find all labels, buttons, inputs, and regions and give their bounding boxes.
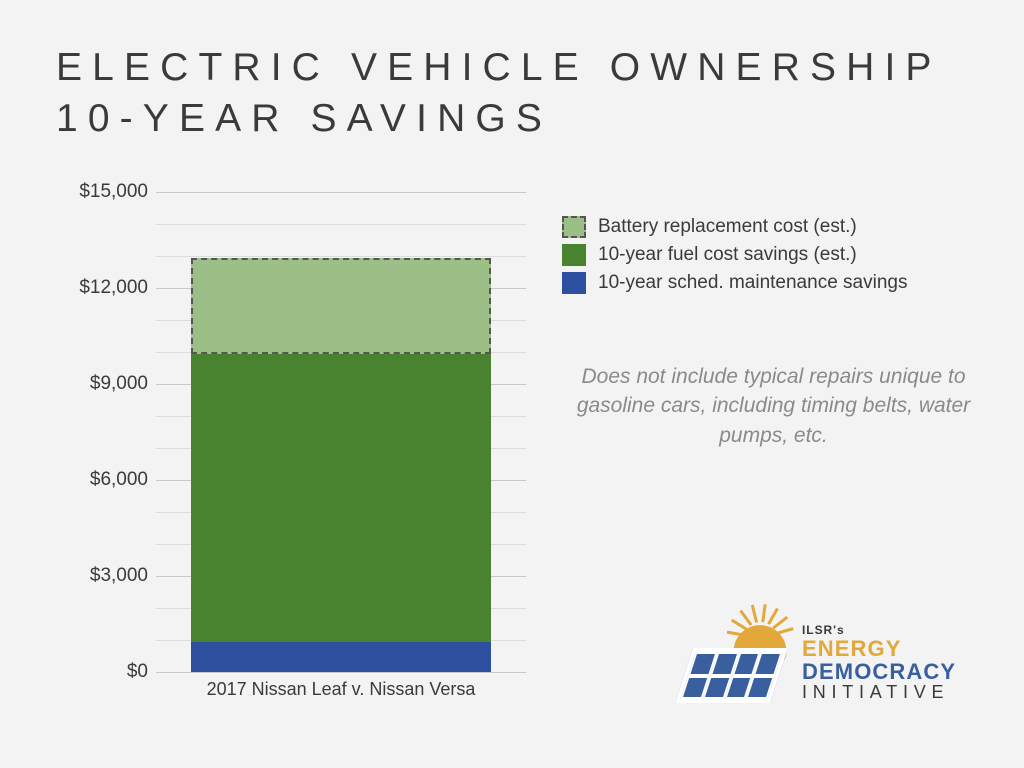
legend: Battery replacement cost (est.) 10-year … (562, 216, 907, 300)
logo-solar-panel-icon (675, 648, 788, 703)
y-tick-label: $15,000 (56, 181, 148, 203)
legend-item-battery: Battery replacement cost (est.) (562, 216, 907, 238)
legend-label-fuel: 10-year fuel cost savings (est.) (598, 244, 857, 266)
logo-line-initiative: INITIATIVE (802, 683, 956, 702)
title-line-2: 10-YEAR SAVINGS (56, 97, 552, 140)
logo-line-ilsr: ILSR's (802, 624, 956, 637)
y-tick-label: $3,000 (56, 565, 148, 587)
legend-item-maintenance: 10-year sched. maintenance savings (562, 272, 907, 294)
footnote: Does not include typical repairs unique … (576, 362, 971, 450)
gridline-minor (156, 224, 526, 225)
legend-label-battery: Battery replacement cost (est.) (598, 216, 857, 238)
chart-area: $0$3,000$6,000$9,000$12,000$15,000 2017 … (56, 192, 526, 712)
legend-item-fuel: 10-year fuel cost savings (est.) (562, 244, 907, 266)
gridline (156, 192, 526, 193)
y-tick-label: $12,000 (56, 277, 148, 299)
logo-line-energy: ENERGY (802, 637, 956, 660)
chart-title: ELECTRIC VEHICLE OWNERSHIP 10-YEAR SAVIN… (56, 42, 942, 145)
legend-swatch-maintenance (562, 272, 586, 294)
logo: ILSR's ENERGY DEMOCRACY INITIATIVE (682, 616, 962, 706)
bar-segment-maintenance (191, 642, 491, 672)
legend-swatch-battery (562, 216, 586, 238)
gridline (156, 672, 526, 673)
legend-label-maintenance: 10-year sched. maintenance savings (598, 272, 907, 294)
plot-region (156, 192, 526, 672)
title-line-1: ELECTRIC VEHICLE OWNERSHIP (56, 46, 942, 89)
bar-segment-fuel (191, 354, 491, 642)
y-tick-label: $6,000 (56, 469, 148, 491)
legend-swatch-fuel (562, 244, 586, 266)
y-tick-label: $0 (56, 661, 148, 683)
x-axis-category-label: 2017 Nissan Leaf v. Nissan Versa (156, 679, 526, 700)
logo-line-democracy: DEMOCRACY (802, 660, 956, 683)
bar-segment-battery (191, 258, 491, 354)
logo-text: ILSR's ENERGY DEMOCRACY INITIATIVE (802, 624, 956, 702)
y-tick-label: $9,000 (56, 373, 148, 395)
